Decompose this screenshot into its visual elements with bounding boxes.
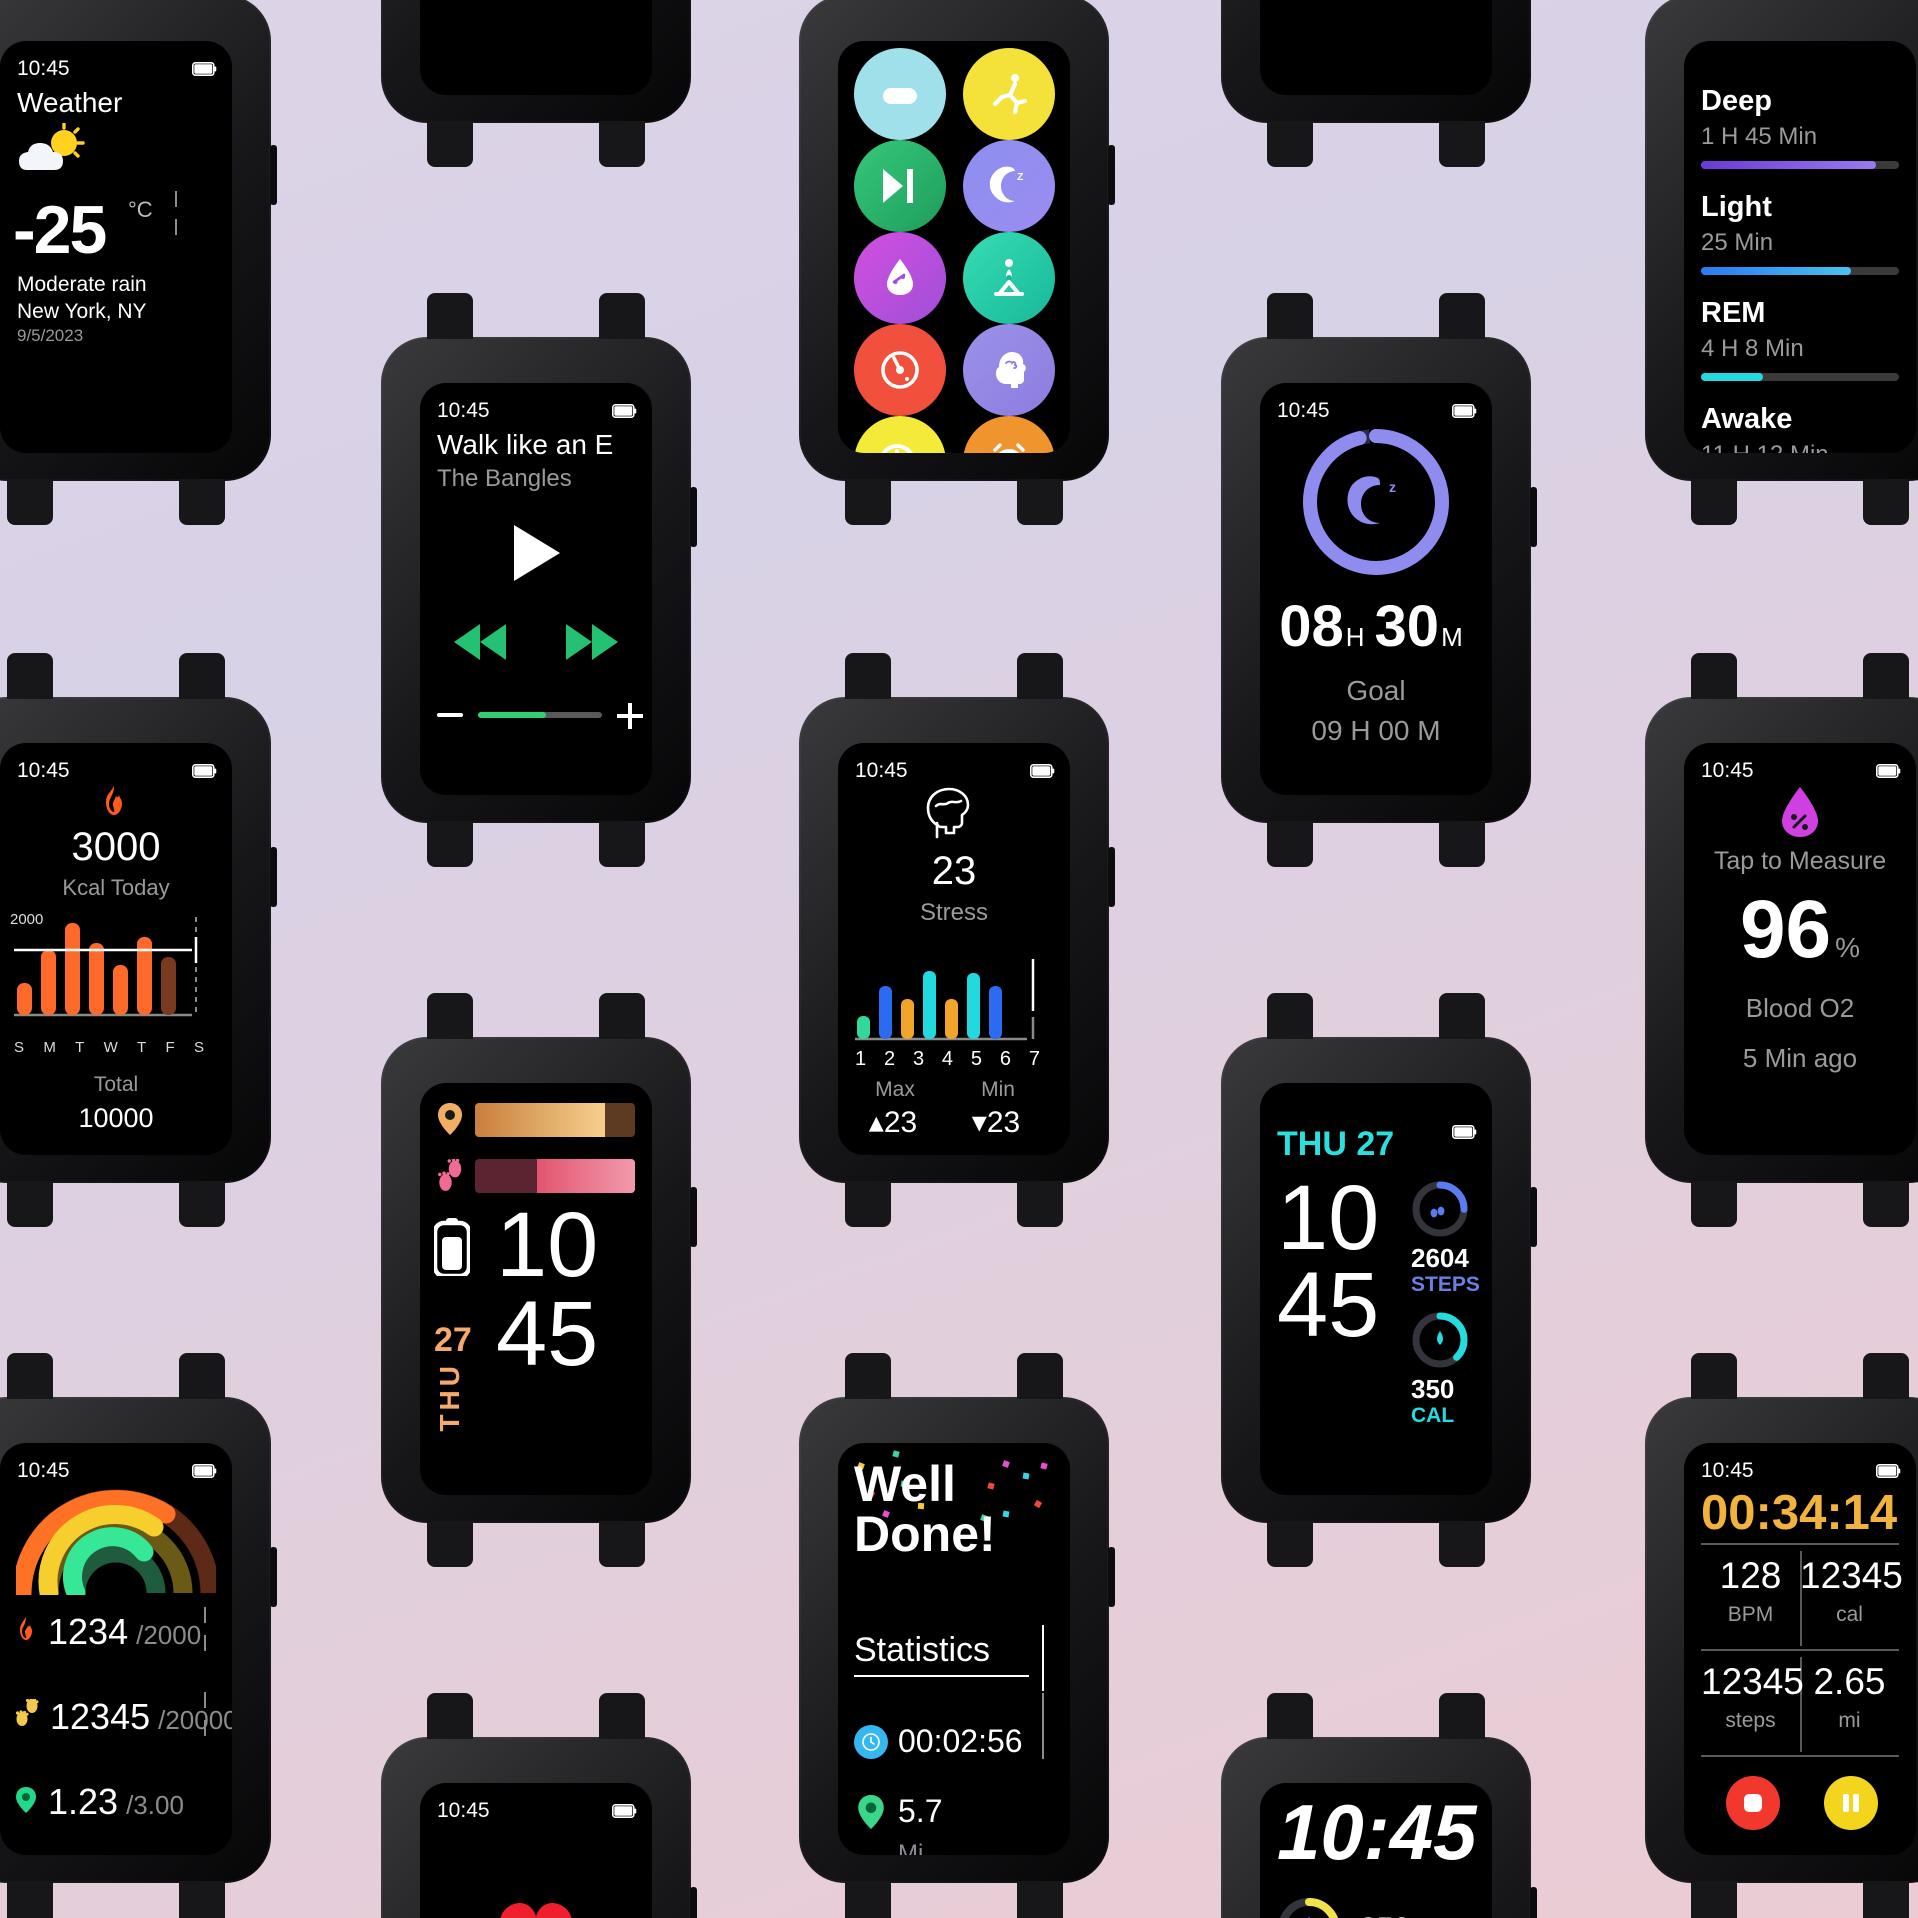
- welldone: Well Done! Statistics 00:02:56 5.7 Mi: [799, 1397, 1109, 1883]
- svg-text:Z: Z: [1017, 171, 1024, 183]
- apps: Z: [799, 0, 1109, 481]
- stopwatch: 10:45 00:34:14 128 BPM 12345 cal 12345 step…: [1645, 1397, 1918, 1883]
- music: 10:45 Walk like an E The Bangles: [381, 337, 691, 823]
- sleepstages: Deep 1 H 45 Min Light 25 Min REM 4 H 8 M…: [1645, 0, 1918, 481]
- weather2: New York, NY 9/5/2023: [1221, 0, 1531, 123]
- italic1045: 10:45 350: [1221, 1737, 1531, 1918]
- kcal: 10:45 3000 Kcal Today 2000: [0, 697, 271, 1183]
- thu27: THU 27 10 45 2604 STEPS 350 CAL: [1221, 1037, 1531, 1523]
- weather: 10:45 Weather -25 °C: [0, 0, 271, 481]
- sleepgoal: 10:45 z 08H 30M Goal 09 H 00 M: [1221, 337, 1531, 823]
- heart: 10:45: [381, 1737, 691, 1918]
- bloodo2: 10:45 Tap to Measure 96% Blood O2 5 Min …: [1645, 697, 1918, 1183]
- locsteps: 10 45 27 THU: [381, 1037, 691, 1523]
- svg-text:z: z: [1389, 479, 1396, 495]
- rainbow: 10:45 1234/2000 12345/20000: [0, 1397, 271, 1883]
- bpm: BPM 0 Min ago: [381, 0, 691, 123]
